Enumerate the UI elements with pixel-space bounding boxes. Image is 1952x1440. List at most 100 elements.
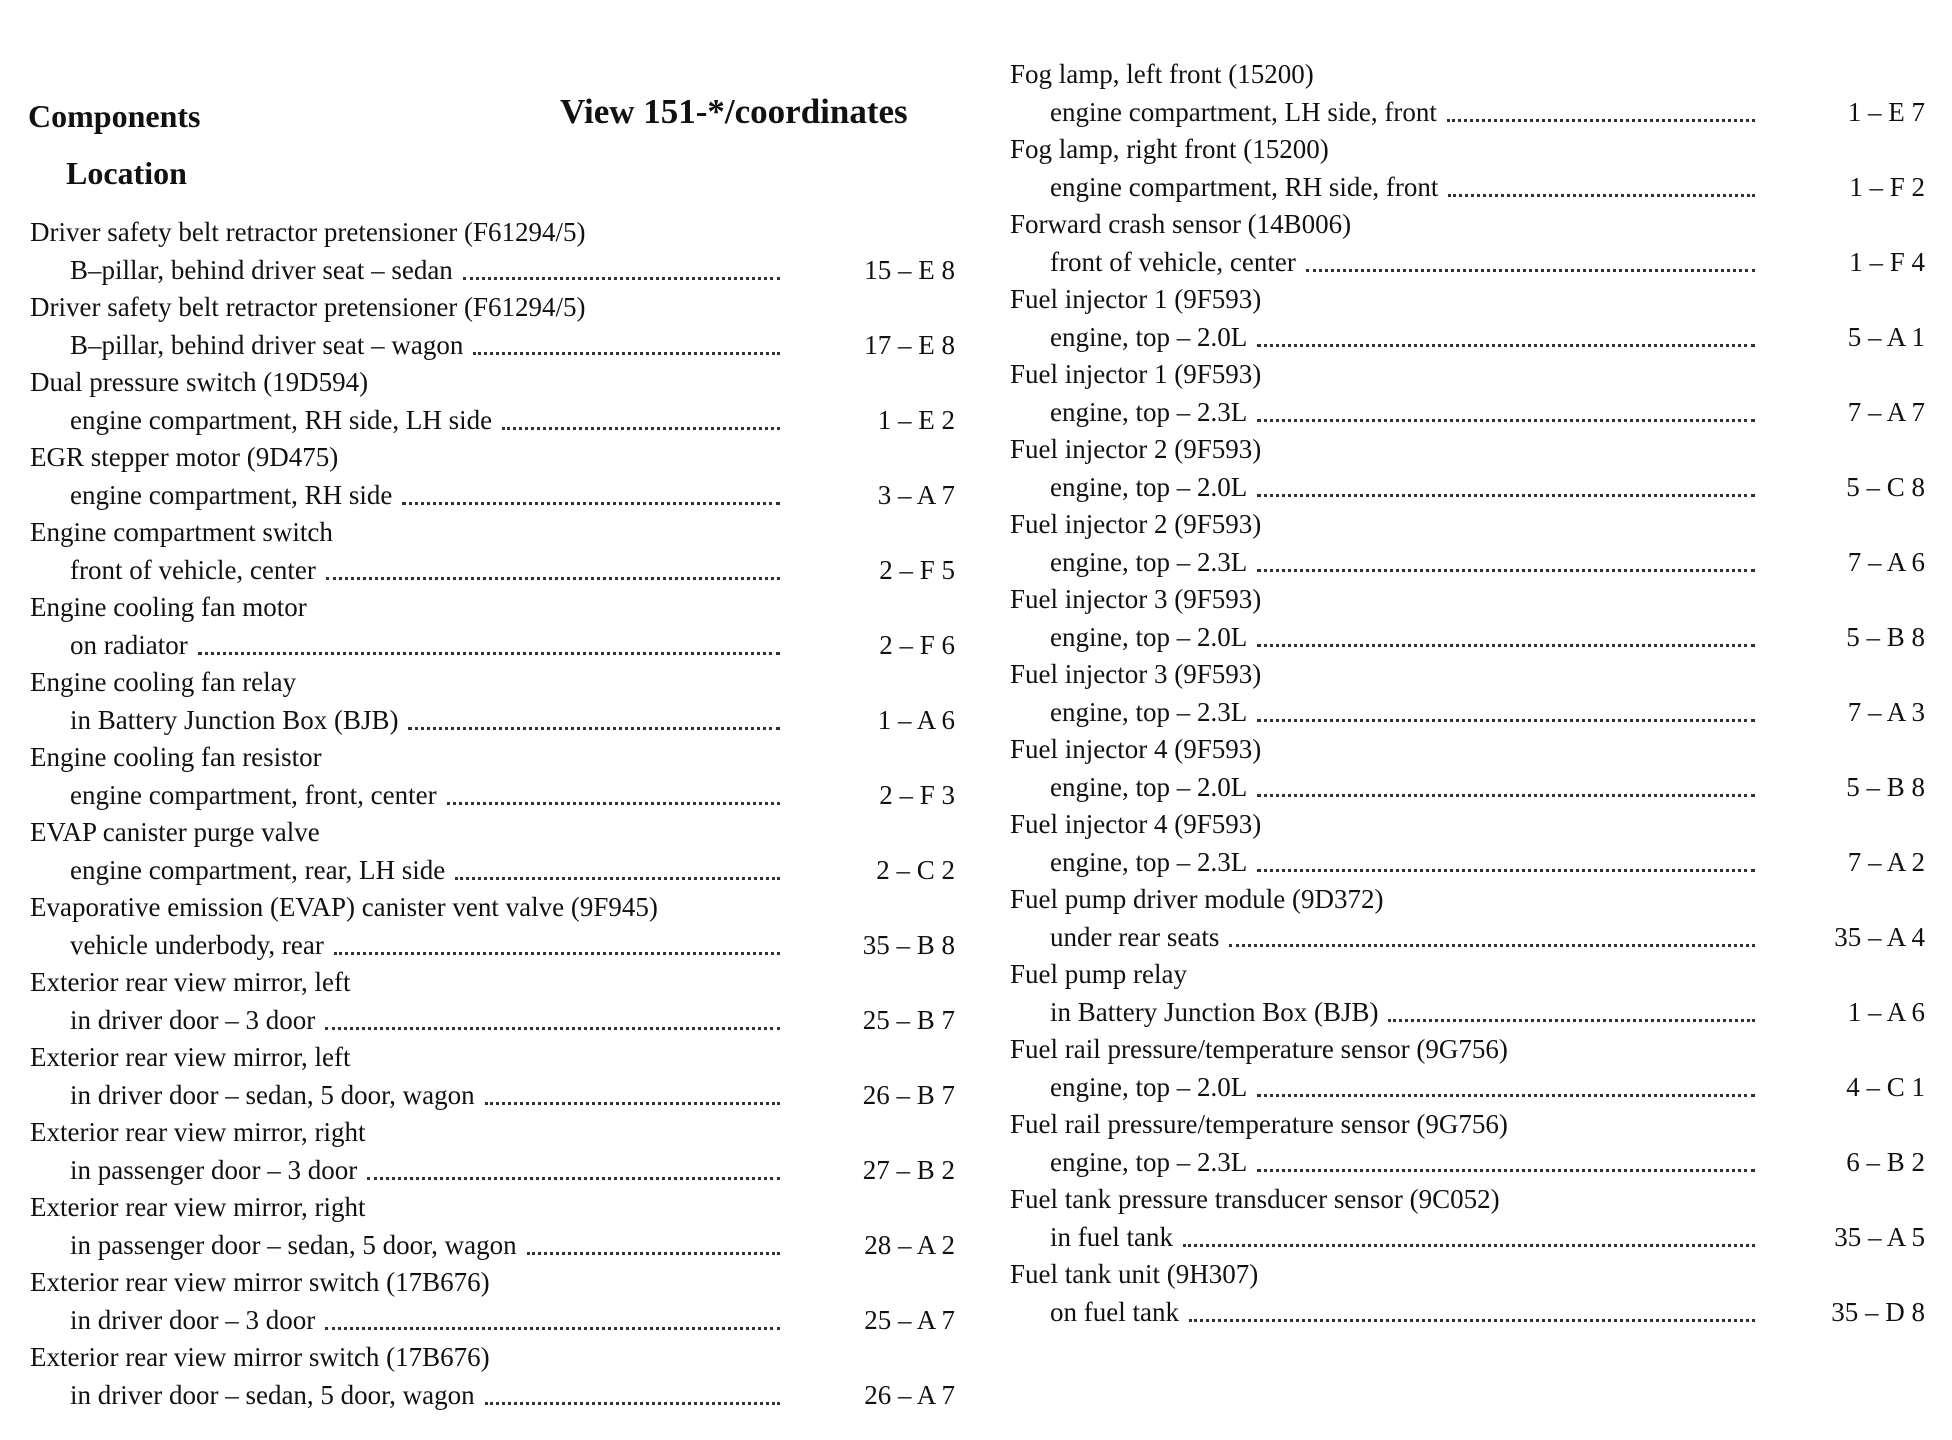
dot-leader (1257, 794, 1755, 797)
entry-location: engine, top – 2.3L (1050, 546, 1248, 577)
entry-coordinate: 2 – F 3 (879, 779, 955, 810)
entry-location: in driver door – sedan, 5 door, wagon (70, 1079, 475, 1110)
entry-row: engine compartment, front, center 2 – F 3 (30, 777, 955, 815)
dot-leader (1257, 644, 1755, 647)
dot-leader (1448, 194, 1755, 197)
entry-name: Fog lamp, right front (15200) (1010, 134, 1329, 164)
entry-row: engine compartment, LH side, front 1 – E … (1010, 94, 1925, 132)
entry-coordinate: 7 – A 7 (1847, 396, 1925, 427)
entry-row: engine, top – 2.0L 4 – C 1 (1010, 1069, 1925, 1107)
entry-name: Evaporative emission (EVAP) canister ven… (30, 892, 658, 922)
entry-coordinate: 2 – C 2 (876, 854, 955, 885)
dot-leader (1257, 1169, 1755, 1172)
entry-row: in passenger door – sedan, 5 door, wagon… (30, 1227, 955, 1265)
entry-coordinate: 28 – A 2 (864, 1229, 955, 1260)
entry-row: engine compartment, rear, LH side 2 – C 2 (30, 852, 955, 890)
dot-leader (325, 1027, 780, 1030)
entry-location: in driver door – 3 door (70, 1004, 316, 1035)
entry-name: Fuel tank pressure transducer sensor (9C… (1010, 1184, 1500, 1214)
entry-row: engine, top – 2.3L 6 – B 2 (1010, 1144, 1925, 1182)
entry-name: Engine cooling fan relay (30, 667, 297, 697)
dot-leader (1305, 269, 1755, 272)
entry-coordinate: 1 – E 2 (877, 404, 955, 435)
dot-leader (367, 1177, 780, 1180)
entry-name: Exterior rear view mirror, left (30, 1042, 351, 1072)
entry-location: in passenger door – sedan, 5 door, wagon (70, 1229, 517, 1260)
entry-row: in fuel tank 35 – A 5 (1010, 1219, 1925, 1257)
entry-name: Fuel injector 3 (9F593) (1010, 584, 1262, 614)
entry-location: in fuel tank (1050, 1221, 1173, 1252)
entry-name: Exterior rear view mirror, left (30, 967, 351, 997)
entry-row: engine, top – 2.3L 7 – A 7 (1010, 394, 1925, 432)
entry-name: Exterior rear view mirror, right (30, 1192, 366, 1222)
entry-coordinate: 7 – A 3 (1847, 696, 1925, 727)
dot-leader (402, 502, 780, 505)
dot-leader (1257, 1094, 1755, 1097)
dot-leader (446, 802, 780, 805)
entry-location: engine, top – 2.0L (1050, 321, 1248, 352)
entry-coordinate: 2 – F 6 (879, 629, 955, 660)
dot-leader (1388, 1019, 1755, 1022)
entry-location: engine, top – 2.0L (1050, 621, 1248, 652)
dot-leader (455, 877, 780, 880)
entry-row: in Battery Junction Box (BJB) 1 – A 6 (1010, 994, 1925, 1032)
entry-location: under rear seats (1050, 921, 1220, 952)
dot-leader (1229, 944, 1755, 947)
entry-name: Fuel pump relay (1010, 959, 1187, 989)
dot-leader (1257, 869, 1755, 872)
entry-location: engine compartment, RH side (70, 479, 393, 510)
entry-coordinate: 35 – A 4 (1834, 921, 1925, 952)
entry-coordinate: 27 – B 2 (862, 1154, 955, 1185)
entry-coordinate: 1 – F 2 (1849, 171, 1925, 202)
entry-name: Engine compartment switch (30, 517, 333, 547)
entry-name: Fuel pump driver module (9D372) (1010, 884, 1384, 914)
entry-name: Exterior rear view mirror switch (17B676… (30, 1267, 490, 1297)
entry-coordinate: 35 – D 8 (1831, 1296, 1925, 1327)
entry-row: vehicle underbody, rear 35 – B 8 (30, 927, 955, 965)
entry-location: engine compartment, rear, LH side (70, 854, 446, 885)
entry-row: engine compartment, RH side, front 1 – F … (1010, 169, 1925, 207)
dot-leader (1257, 569, 1755, 572)
dot-leader (484, 1102, 780, 1105)
entry-row: in passenger door – 3 door 27 – B 2 (30, 1152, 955, 1190)
entry-row: in driver door – 3 door 25 – B 7 (30, 1002, 955, 1040)
entry-row: in driver door – 3 door 25 – A 7 (30, 1302, 955, 1340)
entry-coordinate: 5 – B 8 (1846, 771, 1925, 802)
header-components: Components (28, 98, 201, 134)
entry-coordinate: 1 – F 4 (1849, 246, 1925, 277)
entry-coordinate: 26 – A 7 (864, 1379, 955, 1410)
dot-leader (473, 352, 780, 355)
dot-leader (502, 427, 780, 430)
entry-name: Exterior rear view mirror switch (17B676… (30, 1342, 490, 1372)
dot-leader (1257, 344, 1755, 347)
entry-row: engine compartment, RH side, LH side 1 – … (30, 402, 955, 440)
entry-name: Fuel injector 1 (9F593) (1010, 359, 1262, 389)
dot-leader (484, 1402, 780, 1405)
entry-location: vehicle underbody, rear (70, 929, 324, 960)
entry-coordinate: 1 – A 6 (877, 704, 955, 735)
entry-location: front of vehicle, center (70, 554, 316, 585)
entry-location: engine, top – 2.3L (1050, 396, 1248, 427)
entry-name: Fuel injector 3 (9F593) (1010, 659, 1262, 689)
entry-location: engine compartment, RH side, LH side (70, 404, 493, 435)
entry-coordinate: 35 – B 8 (862, 929, 955, 960)
entry-coordinate: 26 – B 7 (862, 1079, 955, 1110)
entry-location: engine compartment, LH side, front (1050, 96, 1437, 127)
entry-row: engine, top – 2.0L 5 – C 8 (1010, 469, 1925, 507)
entry-name: Driver safety belt retractor pretensione… (30, 217, 586, 247)
entry-row: in driver door – sedan, 5 door, wagon 26 … (30, 1077, 955, 1115)
entry-location: engine, top – 2.3L (1050, 1146, 1248, 1177)
entry-row: engine, top – 2.0L 5 – B 8 (1010, 769, 1925, 807)
entry-name: Dual pressure switch (19D594) (30, 367, 369, 397)
entry-coordinate: 1 – E 7 (1847, 96, 1925, 127)
entry-location: engine compartment, front, center (70, 779, 437, 810)
entry-location: in driver door – sedan, 5 door, wagon (70, 1379, 475, 1410)
dot-leader (526, 1252, 780, 1255)
entry-coordinate: 5 – C 8 (1846, 471, 1925, 502)
entry-coordinate: 7 – A 6 (1847, 546, 1925, 577)
header-location: Location (66, 155, 187, 191)
entry-coordinate: 5 – B 8 (1846, 621, 1925, 652)
entry-coordinate: 15 – E 8 (864, 254, 955, 285)
dot-leader (325, 577, 780, 580)
